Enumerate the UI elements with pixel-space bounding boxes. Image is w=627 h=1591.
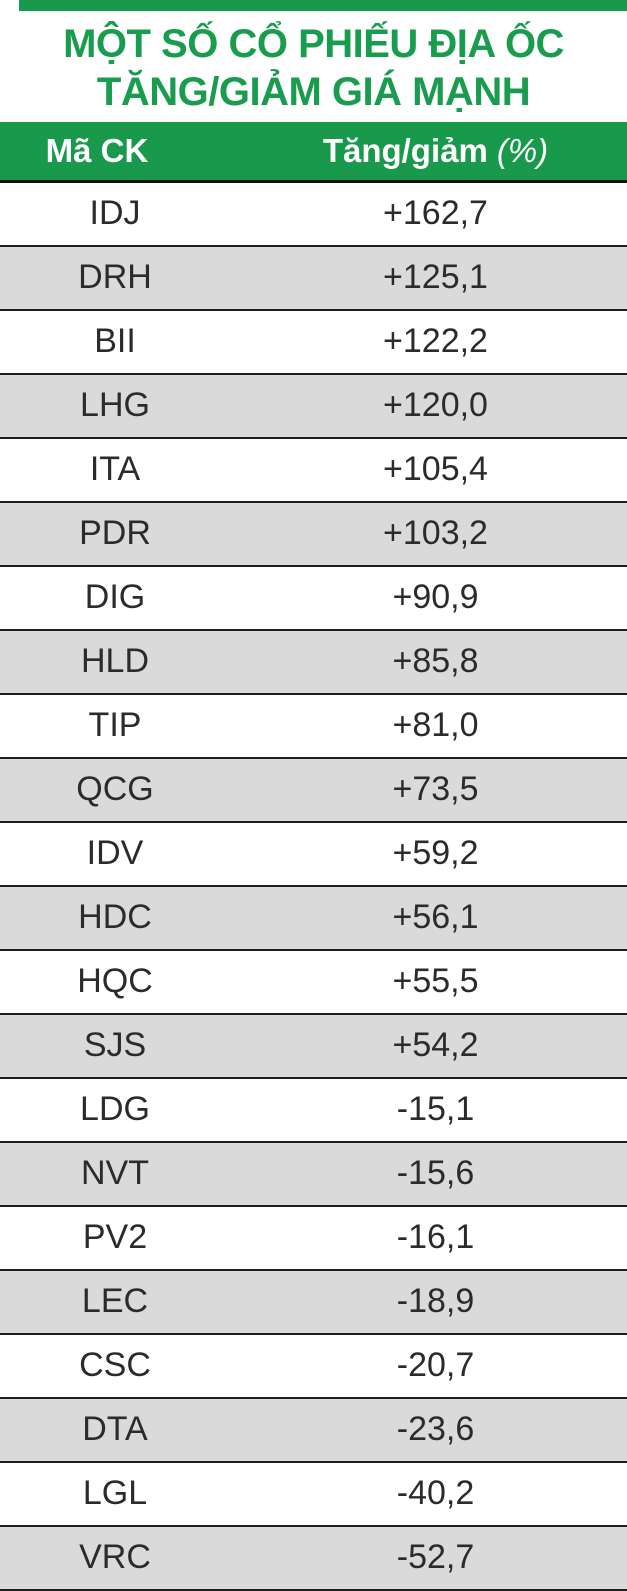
table-row: DIG +90,9 (0, 567, 627, 631)
change-cell: -23,6 (396, 1410, 475, 1448)
ticker-cell: CSC (79, 1346, 151, 1384)
change-cell: +122,2 (383, 322, 488, 360)
change-cell: +81,0 (392, 706, 479, 744)
ticker-cell: SJS (83, 1026, 147, 1064)
table-row: LGL -40,2 (0, 1463, 627, 1527)
change-cell: +85,8 (392, 642, 479, 680)
change-cell: +103,2 (383, 514, 488, 552)
ticker-cell: HLD (80, 642, 150, 680)
ticker-cell: LEC (81, 1282, 149, 1320)
ticker-cell: ITA (89, 450, 141, 488)
table-row: DTA -23,6 (0, 1399, 627, 1463)
ticker-cell: DTA (82, 1410, 148, 1448)
ticker-cell: TIP (88, 706, 142, 744)
ticker-cell: DIG (84, 578, 146, 616)
header-change-unit: (%) (496, 132, 549, 169)
page-title: MỘT SỐ CỔ PHIẾU ĐỊA ỐC TĂNG/GIẢM GIÁ MẠN… (0, 20, 627, 116)
page-title-line2: TĂNG/GIẢM GIÁ MẠNH (96, 70, 531, 114)
table-row: IDJ +162,7 (0, 183, 627, 247)
ticker-cell: IDJ (89, 194, 141, 232)
header-change-column: Tăng/giảm (%) (230, 132, 627, 170)
change-cell: -40,2 (396, 1474, 475, 1512)
ticker-cell: LHG (80, 386, 150, 424)
ticker-cell: NVT (81, 1154, 149, 1192)
change-cell: +90,9 (392, 578, 479, 616)
ticker-cell: HQC (77, 962, 153, 1000)
table-row: IDV +59,2 (0, 823, 627, 887)
change-cell: +73,5 (392, 770, 479, 808)
ticker-cell: BII (94, 322, 136, 360)
ticker-cell: PV2 (82, 1218, 148, 1256)
table-row: ITA +105,4 (0, 439, 627, 503)
table-row: LEC -18,9 (0, 1271, 627, 1335)
table-row: LHG +120,0 (0, 375, 627, 439)
change-cell: -18,9 (396, 1282, 475, 1320)
ticker-cell: VRC (79, 1538, 151, 1576)
ticker-cell: PDR (79, 514, 151, 552)
table-body: IDJ +162,7 DRH +125,1 BII +122,2 LHG +120,0 ITA +… (0, 183, 627, 1591)
table-row: HLD +85,8 (0, 631, 627, 695)
ticker-cell: LDG (80, 1090, 150, 1128)
change-cell: -15,1 (396, 1090, 475, 1128)
header-change-label: Tăng/giảm (322, 132, 488, 169)
page-title-line1: MỘT SỐ CỔ PHIẾU ĐỊA ỐC (63, 22, 564, 66)
change-cell: +59,2 (392, 834, 479, 872)
table-row: LDG -15,1 (0, 1079, 627, 1143)
table-row: CSC -20,7 (0, 1335, 627, 1399)
ticker-cell: HDC (78, 898, 152, 936)
change-cell: -16,1 (396, 1218, 475, 1256)
table-row: VRC -52,7 (0, 1527, 627, 1591)
change-cell: +54,2 (392, 1026, 479, 1064)
table-row: PV2 -16,1 (0, 1207, 627, 1271)
change-cell: +125,1 (383, 258, 488, 296)
table-header: Mã CK Tăng/giảm (%) (0, 122, 627, 183)
header-ticker-column: Mã CK (45, 132, 149, 169)
change-cell: -15,6 (396, 1154, 475, 1192)
table-row: PDR +103,2 (0, 503, 627, 567)
change-cell: -52,7 (396, 1538, 475, 1576)
table-row: NVT -15,6 (0, 1143, 627, 1207)
ticker-cell: QCG (76, 770, 154, 808)
top-accent-bar (19, 0, 627, 11)
change-cell: +56,1 (392, 898, 479, 936)
table-row: SJS +54,2 (0, 1015, 627, 1079)
table-row: HDC +56,1 (0, 887, 627, 951)
table-row: TIP +81,0 (0, 695, 627, 759)
ticker-cell: LGL (82, 1474, 148, 1512)
change-cell: +105,4 (383, 450, 488, 488)
table-row: DRH +125,1 (0, 247, 627, 311)
table-row: HQC +55,5 (0, 951, 627, 1015)
change-cell: +55,5 (392, 962, 479, 1000)
ticker-cell: IDV (86, 834, 144, 872)
change-cell: +162,7 (383, 194, 488, 232)
table-row: QCG +73,5 (0, 759, 627, 823)
change-cell: +120,0 (383, 386, 488, 424)
table-row: BII +122,2 (0, 311, 627, 375)
change-cell: -20,7 (396, 1346, 475, 1384)
ticker-cell: DRH (78, 258, 152, 296)
